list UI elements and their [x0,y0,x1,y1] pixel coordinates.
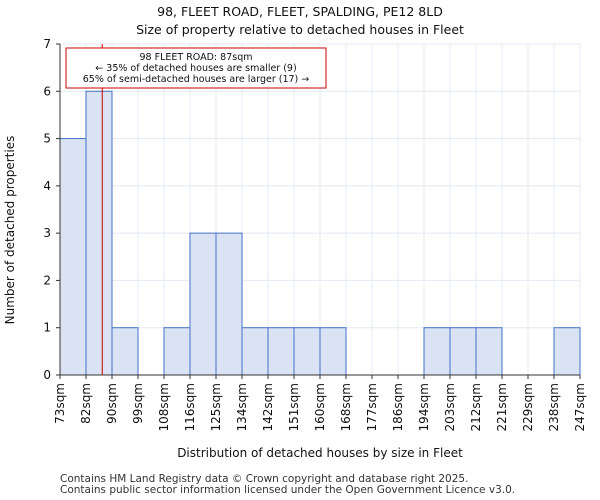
x-tick-label: 160sqm [313,383,327,431]
x-tick-label: 116sqm [183,383,197,431]
histogram-bar [111,327,139,376]
x-tick-label: 90sqm [105,383,119,424]
y-tick-label: 1 [43,321,51,335]
y-ticks: 0 1 2 3 4 5 6 7 [43,37,60,382]
x-tick-label: 73sqm [53,383,67,424]
annotation-larger: 65% of semi-detached houses are larger (… [83,74,310,85]
footer-copyright: Contains HM Land Registry data © Crown c… [60,473,469,485]
histogram-bar [267,327,295,376]
y-tick-label: 6 [43,84,51,98]
y-tick-label: 2 [43,273,51,287]
histogram-bar [319,327,347,376]
x-tick-label: 238sqm [547,383,561,431]
chart-title: Size of property relative to detached ho… [136,22,464,37]
x-tick-label: 221sqm [495,383,509,431]
x-tick-label: 194sqm [417,383,431,431]
grid-lines [59,43,581,376]
x-tick-label: 229sqm [521,383,535,431]
x-tick-label: 186sqm [391,383,405,431]
y-tick-label: 7 [43,37,51,51]
x-tick-label: 108sqm [157,383,171,431]
histogram-bar [553,327,581,376]
x-tick-label: 247sqm [573,383,587,431]
histogram-bar [449,327,477,376]
x-tick-label: 168sqm [339,383,353,431]
x-tick-label: 142sqm [261,383,275,431]
histogram-bar [241,327,269,376]
y-axis-label: Number of detached properties [3,136,17,325]
x-axis-label: Distribution of detached houses by size … [177,446,463,460]
x-tick-label: 125sqm [209,383,223,431]
histogram-bar [163,327,191,376]
x-ticks: 73sqm 82sqm 90sqm 99sqm 108sqm 116sqm 125sqm 13… [53,375,587,431]
x-tick-label: 177sqm [365,383,379,431]
histogram-bar [85,90,113,376]
x-tick-label: 151sqm [287,383,301,431]
annotation-smaller: ← 35% of detached houses are smaller (9) [95,63,296,74]
histogram-bar [215,232,243,376]
histogram-bar [59,138,87,376]
chart-title-address: 98, FLEET ROAD, FLEET, SPALDING, PE12 8L… [157,4,443,19]
y-tick-label: 5 [43,132,51,146]
x-tick-label: 212sqm [469,383,483,431]
histogram-bar [423,327,451,376]
x-tick-label: 203sqm [443,383,457,431]
x-tick-label: 99sqm [131,383,145,424]
histogram-bar [293,327,321,376]
y-tick-label: 4 [43,179,51,193]
footer-licence: Contains public sector information licen… [60,484,516,496]
y-tick-label: 0 [43,368,51,382]
annotation-title: 98 FLEET ROAD: 87sqm [140,52,253,63]
histogram-bar [475,327,503,376]
histogram-bar [189,232,217,376]
bars [59,90,581,376]
x-tick-label: 82sqm [79,383,93,424]
annotation-box [65,47,327,89]
y-tick-label: 3 [43,226,51,240]
x-tick-label: 134sqm [235,383,249,431]
property-marker: 98 FLEET ROAD: 87sqm← 35% of detached ho… [65,44,327,375]
